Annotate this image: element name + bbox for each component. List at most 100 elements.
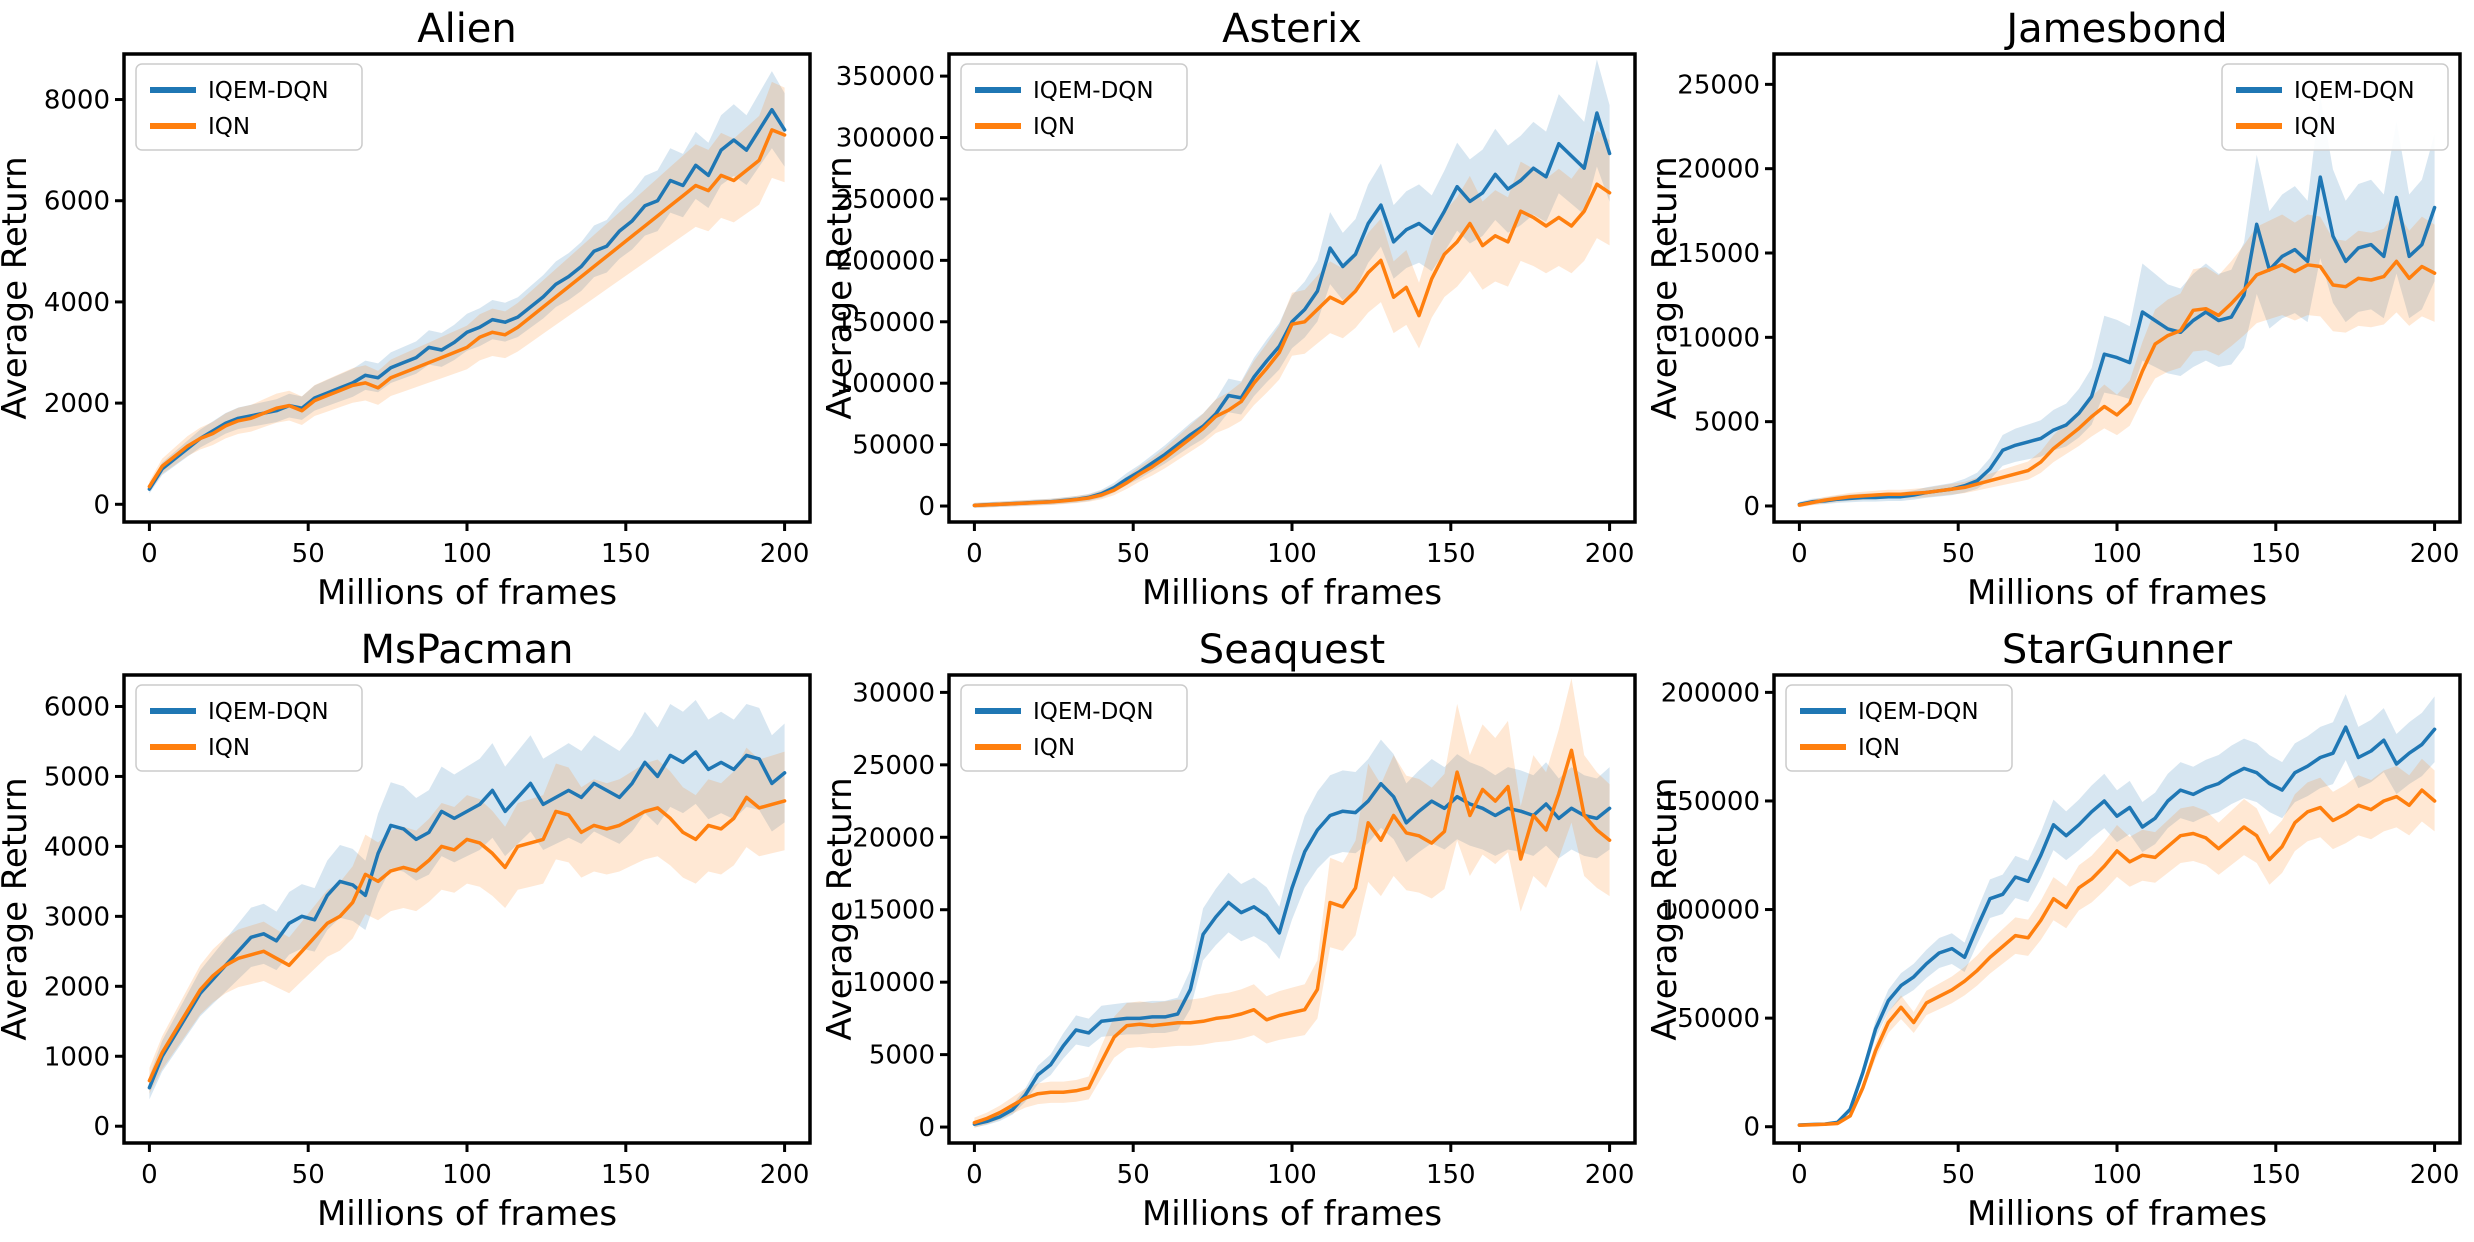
y-tick-label: 4000 xyxy=(44,287,110,317)
chart-panel-asterix: 0 50 100 150 200 0 50000 100000 150000 200000 2500… xyxy=(825,0,1650,621)
chart-asterix: 0 50 100 150 200 0 50000 100000 150000 200000 2500… xyxy=(825,6,1637,613)
y-tick-label: 10000 xyxy=(1677,323,1760,353)
legend-label: IQEM-DQN xyxy=(208,699,329,725)
y-tick-label: 3000 xyxy=(44,902,110,932)
x-tick-label: 0 xyxy=(966,1160,983,1190)
chart-panel-stargunner: 0 50 100 150 200 0 50000 100000 150000 200000 Star… xyxy=(1649,621,2474,1242)
y-tick-label: 15000 xyxy=(852,895,935,925)
x-tick-label: 100 xyxy=(1267,1160,1317,1190)
confidence-band-iqn xyxy=(149,747,785,1094)
y-tick-label: 0 xyxy=(94,490,111,520)
series-line-iqn xyxy=(147,127,787,488)
legend-label: IQEM-DQN xyxy=(208,78,329,104)
plot-area xyxy=(147,70,787,494)
y-tick-label: 1000 xyxy=(44,1042,110,1072)
y-tick-label: 350000 xyxy=(836,62,935,92)
legend-label: IQEM-DQN xyxy=(1858,699,1979,725)
confidence-band-iqem-dqn xyxy=(974,58,1610,508)
x-tick-label: 100 xyxy=(2092,1160,2142,1190)
x-tick-label: 0 xyxy=(1791,1160,1808,1190)
x-axis-label: Millions of frames xyxy=(317,1194,617,1234)
x-tick-label: 200 xyxy=(760,1160,810,1190)
series-line-iqn xyxy=(1797,259,2437,507)
x-tick-label: 0 xyxy=(141,539,158,569)
legend-label: IQN xyxy=(1033,114,1075,140)
chart-title: Asterix xyxy=(1222,6,1362,52)
y-tick-label: 4000 xyxy=(44,832,110,862)
y-tick-label: 150000 xyxy=(1660,786,1759,816)
chart-title: StarGunner xyxy=(2002,627,2233,673)
y-tick-label: 0 xyxy=(918,1113,935,1143)
series-line-iqem-dqn xyxy=(1797,724,2437,1127)
y-tick-label: 50000 xyxy=(1677,1004,1760,1034)
legend: IQEM-DQN IQN xyxy=(135,62,364,151)
y-axis-label: Average Return xyxy=(0,777,35,1040)
series-line-iqn xyxy=(147,795,787,1082)
x-tick-label: 150 xyxy=(1426,539,1476,569)
x-tick-label: 0 xyxy=(141,1160,158,1190)
y-tick-label: 0 xyxy=(1743,1112,1760,1142)
legend-label: IQN xyxy=(208,114,250,140)
confidence-band-iqem-dqn xyxy=(974,739,1610,1127)
y-axis-label: Average Return xyxy=(0,156,35,419)
y-tick-label: 8000 xyxy=(44,85,110,115)
x-tick-label: 50 xyxy=(292,539,325,569)
x-tick-label: 200 xyxy=(1585,539,1635,569)
chart-panel-mspacman: 0 50 100 150 200 0 1000 2000 3000 4000 5000 6000 MsP… xyxy=(0,621,825,1242)
x-tick-label: 100 xyxy=(2092,539,2142,569)
y-tick-label: 0 xyxy=(918,492,935,522)
chart-title: Jamesbond xyxy=(2003,6,2227,52)
x-axis-label: Millions of frames xyxy=(1967,1194,2267,1234)
legend-label: IQEM-DQN xyxy=(1033,699,1154,725)
chart-seaquest: 0 50 100 150 200 0 5000 10000 15000 20000 25000 300… xyxy=(825,627,1637,1234)
y-tick-label: 200000 xyxy=(1660,678,1759,708)
legend-label: IQN xyxy=(2294,114,2336,140)
x-tick-label: 200 xyxy=(1585,1160,1635,1190)
x-tick-label: 50 xyxy=(1941,539,1974,569)
x-tick-label: 50 xyxy=(292,1160,325,1190)
x-tick-label: 150 xyxy=(1426,1160,1476,1190)
chart-title: Alien xyxy=(418,6,518,52)
legend-label: IQN xyxy=(1033,735,1075,761)
confidence-band-iqn xyxy=(1799,210,2435,507)
chart-panel-alien: 0 50 100 150 200 0 2000 4000 6000 8000 Alien Millio… xyxy=(0,0,825,621)
y-tick-label: 300000 xyxy=(836,123,935,153)
x-tick-label: 100 xyxy=(1267,539,1317,569)
plot-area xyxy=(972,677,1612,1128)
x-tick-label: 150 xyxy=(2251,1160,2301,1190)
chart-title: Seaquest xyxy=(1199,627,1385,673)
x-tick-label: 50 xyxy=(1941,1160,1974,1190)
chart-mspacman: 0 50 100 150 2000100020003000400050006000MsP… xyxy=(0,627,813,1234)
y-tick-label: 250000 xyxy=(836,184,935,214)
confidence-band-iqem-dqn xyxy=(1799,95,2435,507)
x-tick-label: 150 xyxy=(601,539,651,569)
x-tick-label: 0 xyxy=(966,539,983,569)
x-tick-label: 50 xyxy=(1117,1160,1150,1190)
confidence-band-iqn xyxy=(974,677,1610,1128)
series-line-iqem-dqn xyxy=(147,749,787,1089)
legend: IQEM-DQN IQN xyxy=(960,683,1188,772)
x-axis-label: Millions of frames xyxy=(1967,573,2267,613)
y-axis-label: Average Return xyxy=(1650,777,1685,1040)
chart-jamesbond: 0 50 100 150 200 0 5000 10000 15000 20000 25000 Jam… xyxy=(1650,6,2462,613)
y-axis-label: Average Return xyxy=(825,156,860,419)
plot-area xyxy=(1797,95,2437,507)
y-tick-label: 6000 xyxy=(44,186,110,216)
chart-panel-seaquest: 0 50 100 150 200 0 5000 10000 15000 20000 25000 300… xyxy=(825,621,1650,1242)
y-tick-label: 100000 xyxy=(836,369,935,399)
legend: IQEM-DQN IQN xyxy=(1784,683,2013,772)
series-line-iqem-dqn xyxy=(972,781,1612,1126)
x-tick-label: 200 xyxy=(2409,539,2459,569)
y-tick-label: 2000 xyxy=(44,389,110,419)
series-line-iqn xyxy=(1797,787,2437,1127)
x-tick-label: 200 xyxy=(2409,1160,2459,1190)
legend: IQEM-DQN IQN xyxy=(135,683,364,772)
y-axis-label: Average Return xyxy=(825,777,860,1040)
x-axis-label: Millions of frames xyxy=(1142,573,1442,613)
series-line-iqn xyxy=(972,181,1612,507)
y-tick-label: 10000 xyxy=(852,968,935,998)
y-tick-label: 20000 xyxy=(1677,154,1760,184)
legend-label: IQEM-DQN xyxy=(2294,78,2415,104)
